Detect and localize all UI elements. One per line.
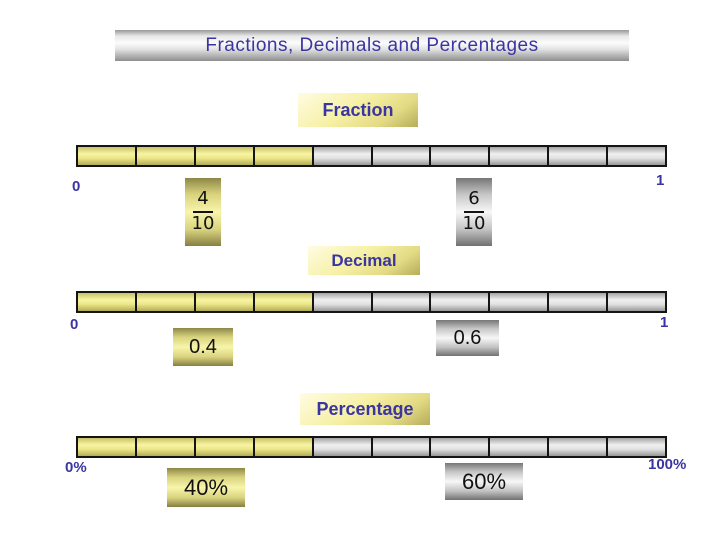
segment-6-empty — [372, 438, 432, 456]
segment-10-empty — [608, 147, 666, 165]
title-bar: Fractions, Decimals and Percentages — [115, 30, 629, 61]
fraction-heading: Fraction — [298, 93, 418, 127]
segment-3-filled — [195, 438, 255, 456]
segment-1-filled — [78, 438, 137, 456]
percentage-heading: Percentage — [300, 393, 430, 425]
segment-9-empty — [549, 293, 609, 311]
segment-5-empty — [313, 438, 373, 456]
segment-7-empty — [431, 438, 491, 456]
decimal-left-label: 0 — [70, 316, 79, 333]
decimal-right-label: 1 — [660, 314, 669, 331]
segment-1-filled — [78, 147, 137, 165]
segment-8-empty — [490, 293, 550, 311]
fraction-denominator: 10 — [191, 213, 215, 234]
segment-2-filled — [136, 147, 196, 165]
percentage-number-line — [76, 436, 667, 458]
segment-3-filled — [195, 147, 255, 165]
fraction-numerator: 6 — [464, 189, 484, 213]
fraction-left-label: 0 — [72, 178, 81, 195]
percentage-right-label: 100% — [648, 456, 687, 473]
fraction-value: 6 10 — [463, 189, 486, 234]
decimal-marker-0-4: 0.4 — [173, 328, 233, 366]
fraction-number-line — [76, 145, 667, 167]
segment-10-empty — [608, 438, 666, 456]
segment-7-empty — [431, 147, 491, 165]
segment-9-empty — [549, 438, 609, 456]
percentage-left-label: 0% — [65, 459, 87, 476]
segment-4-filled — [254, 438, 314, 456]
segment-10-empty — [608, 293, 666, 311]
percentage-marker-60: 60% — [445, 463, 523, 500]
decimal-number-line — [76, 291, 667, 313]
percentage-heading-label: Percentage — [316, 398, 414, 419]
fraction-numerator: 4 — [193, 189, 213, 213]
segment-6-empty — [372, 147, 432, 165]
fraction-denominator: 10 — [462, 213, 486, 234]
percentage-marker-40: 40% — [167, 468, 245, 507]
decimal-heading: Decimal — [308, 246, 420, 275]
segment-4-filled — [254, 293, 314, 311]
segment-7-empty — [431, 293, 491, 311]
segment-1-filled — [78, 293, 137, 311]
fraction-heading-label: Fraction — [322, 99, 394, 120]
segment-8-empty — [490, 147, 550, 165]
segment-4-filled — [254, 147, 314, 165]
fraction-marker-four-tenths: 4 10 — [185, 178, 221, 246]
fraction-marker-six-tenths: 6 10 — [456, 178, 492, 246]
segment-2-filled — [136, 438, 196, 456]
segment-6-empty — [372, 293, 432, 311]
segment-8-empty — [490, 438, 550, 456]
segment-9-empty — [549, 147, 609, 165]
slide-title: Fractions, Decimals and Percentages — [205, 34, 539, 56]
segment-5-empty — [313, 147, 373, 165]
fraction-value: 4 10 — [192, 189, 215, 234]
fraction-right-label: 1 — [656, 172, 665, 189]
segment-2-filled — [136, 293, 196, 311]
segment-5-empty — [313, 293, 373, 311]
decimal-marker-0-6: 0.6 — [436, 320, 499, 356]
decimal-heading-label: Decimal — [331, 250, 397, 270]
segment-3-filled — [195, 293, 255, 311]
